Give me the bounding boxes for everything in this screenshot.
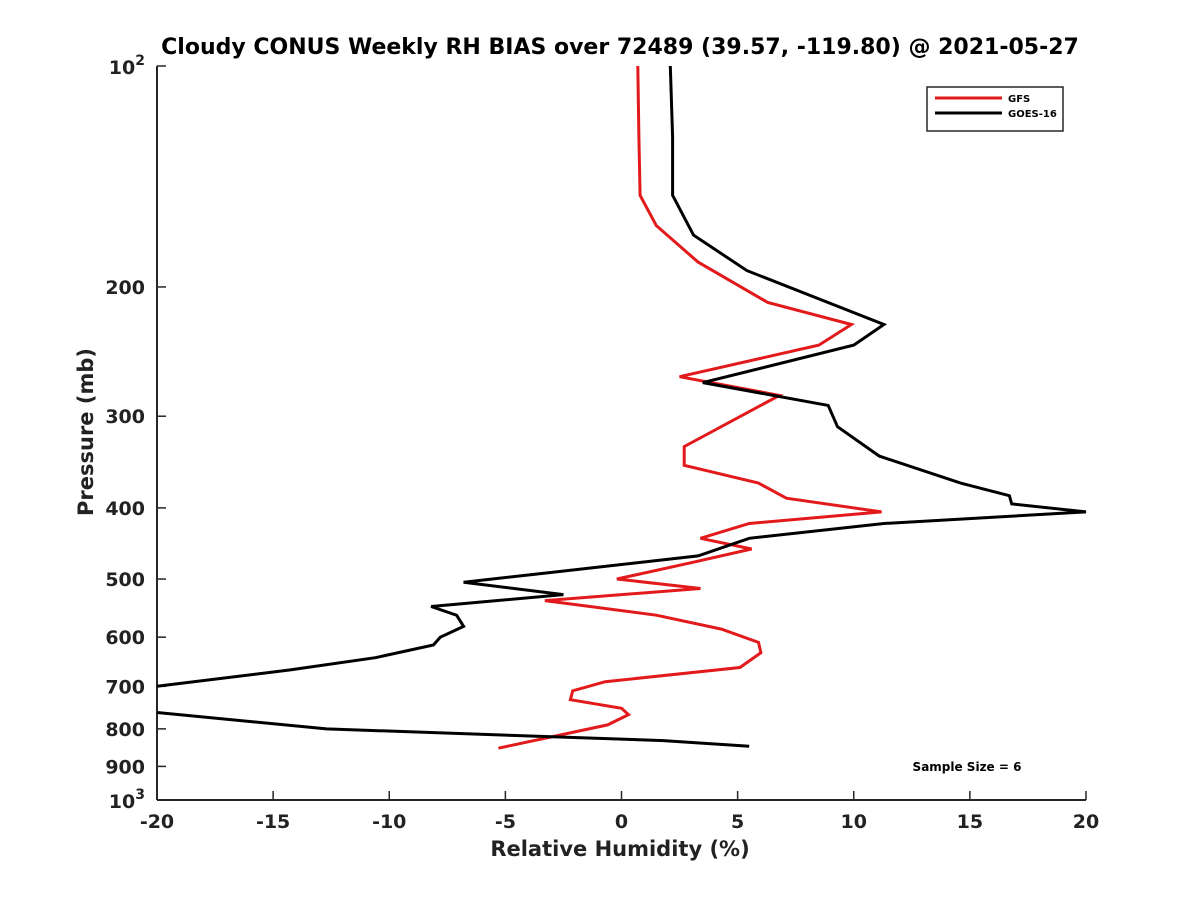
legend-box (926, 86, 1064, 132)
y-axis-label: Pressure (mb) (74, 348, 98, 516)
plot-area (156, 66, 1086, 801)
x-tick-label: 5 (731, 811, 744, 833)
x-tick-label: -20 (140, 811, 174, 833)
x-tick-label: 10 (841, 811, 867, 833)
legend: GFS GOES-16 (926, 86, 1064, 132)
series-layer (156, 65, 1087, 750)
y-tick-label-exponent: 3 (135, 787, 145, 803)
y-tick-label: 102 (109, 53, 145, 79)
x-axis-label: Relative Humidity (%) (490, 837, 749, 861)
y-tick-label: 700 (105, 676, 145, 698)
legend-label: GFS (1008, 94, 1030, 105)
y-tick-label: 300 (105, 406, 145, 428)
x-tick-label: -15 (256, 811, 290, 833)
x-tick-label: 15 (957, 811, 983, 833)
x-tick-label: -5 (495, 811, 516, 833)
y-tick-label: 200 (105, 277, 145, 299)
x-axis-ticks: -20 -15 -10 -5 0 5 10 15 20 (140, 791, 1099, 833)
series-line-goes-16 (156, 65, 1087, 688)
y-tick-label: 400 (105, 498, 145, 520)
y-tick-label-base: 10 (109, 57, 135, 79)
y-tick-label: 800 (105, 719, 145, 741)
x-tick-label: 0 (615, 811, 628, 833)
legend-label: GOES-16 (1008, 109, 1057, 120)
y-tick-label: 600 (105, 627, 145, 649)
series-line-goes-16 (156, 711, 750, 748)
x-tick-label: 20 (1073, 811, 1099, 833)
sample-size-annotation: Sample Size = 6 (913, 760, 1022, 774)
y-tick-label-exponent: 2 (135, 53, 145, 69)
series-line-gfs (498, 65, 882, 750)
y-tick-label-base: 10 (109, 791, 135, 813)
chart-title: Cloudy CONUS Weekly RH BIAS over 72489 (… (161, 35, 1079, 60)
y-tick-label: 500 (105, 569, 145, 591)
x-tick-label: -10 (372, 811, 406, 833)
y-tick-label: 900 (105, 756, 145, 778)
y-tick-label: 103 (109, 787, 145, 813)
